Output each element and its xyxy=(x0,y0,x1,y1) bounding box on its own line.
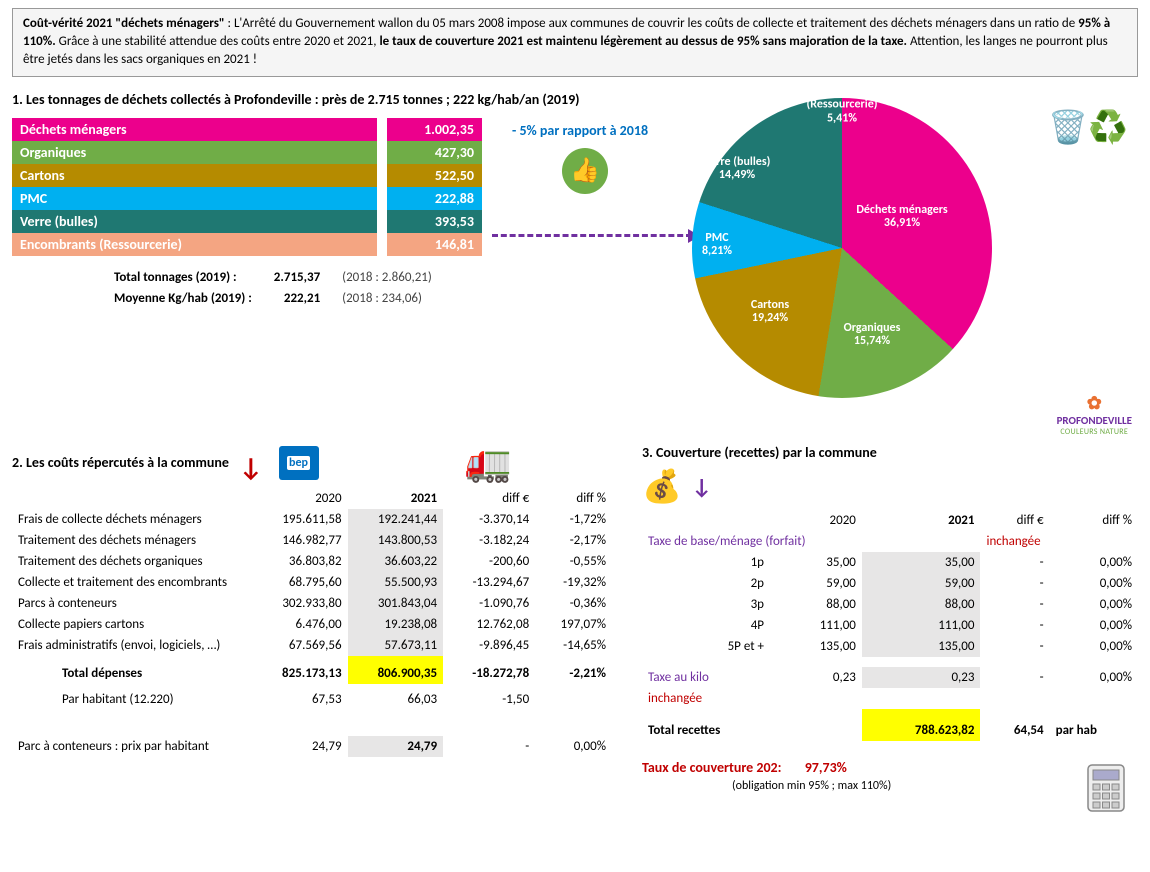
section-3: 3. Couverture (recettes) par la commune … xyxy=(642,444,1138,793)
lower-sections: 2. Les coûts répercutés à la commune ↓ b… xyxy=(12,444,1138,793)
bep-logo: bep xyxy=(279,446,319,480)
pie-label: Cartons19,24% xyxy=(715,299,825,327)
tonnage-label: PMC xyxy=(12,187,377,210)
pct-note: - 5% par rapport à 2018 xyxy=(512,122,648,139)
cost-table: 20202021diff €diff %Frais de collecte dé… xyxy=(12,488,612,757)
tonnage-value: 522,50 xyxy=(387,164,482,187)
taux-obligation: (obligation min 95% ; max 110%) xyxy=(732,779,891,793)
sec3-title: 3. Couverture (recettes) par la commune xyxy=(642,444,877,461)
tonnage-value: 1.002,35 xyxy=(387,118,482,141)
pie-chart: Encombrants (Ressourcerie)5,41%Déchets m… xyxy=(692,98,992,398)
dashed-arrow xyxy=(492,234,692,237)
sec2-title: 2. Les coûts répercutés à la commune xyxy=(12,454,229,471)
section-2: 2. Les coûts répercutés à la commune ↓ b… xyxy=(12,444,612,793)
calculator-icon xyxy=(1086,763,1126,824)
tonnage-label: Cartons xyxy=(12,164,377,187)
tonnage-table: Déchets ménagers 1.002,35 Organiques 427,… xyxy=(12,118,482,256)
revenue-table: 20202021diff €diff %Taxe de base/ménage … xyxy=(642,510,1138,741)
bins-icon: 🗑️♻️ xyxy=(1048,108,1128,147)
intro-b1: : L'Arrêté du Gouvernement wallon du 05 … xyxy=(225,16,1079,31)
sec3-header: 3. Couverture (recettes) par la commune xyxy=(642,444,1138,461)
profondeville-logo: PROFONDEVILLE COULEURS NATURE xyxy=(1057,392,1132,437)
tonnage-value: 427,30 xyxy=(387,141,482,164)
pie-label: Déchets ménagers36,91% xyxy=(847,204,957,232)
intro-bold2: le taux de couverture 2021 est maintenu … xyxy=(379,34,907,49)
truck-icon: 🚛 xyxy=(465,444,512,482)
tonnage-label: Encombrants (Ressourcerie) xyxy=(12,233,377,256)
taux-couverture: Taux de couverture 202: 97,73% (obligati… xyxy=(642,759,1138,793)
tonnage-label: Organiques xyxy=(12,141,377,164)
tonnage-label: Verre (bulles) xyxy=(12,210,377,233)
tonnage-value: 393,53 xyxy=(387,210,482,233)
pie-label: Verre (bulles)14,49% xyxy=(682,156,792,184)
totals-table: Total tonnages (2019) : 2.715,37 (2018 :… xyxy=(102,266,444,310)
tonnage-value: 222,88 xyxy=(387,187,482,210)
money-bag-icon: 💰 xyxy=(642,467,682,506)
tonnage-label: Déchets ménagers xyxy=(12,118,377,141)
pie-label: Organiques15,74% xyxy=(817,322,927,350)
intro-lead: Coût-vérité 2021 "déchets ménagers" xyxy=(23,16,225,31)
tonnage-value: 146,81 xyxy=(387,233,482,256)
sec2-header: 2. Les coûts répercutés à la commune ↓ b… xyxy=(12,444,612,482)
section-1: Déchets ménagers 1.002,35 Organiques 427,… xyxy=(12,118,1138,438)
intro-box: Coût-vérité 2021 "déchets ménagers" : L'… xyxy=(12,8,1138,77)
arrow-down-red-icon: ↓ xyxy=(239,451,263,483)
thumbs-up-icon: 👍 xyxy=(562,148,608,194)
arrow-down-purple-icon: ↓ xyxy=(692,473,712,500)
intro-b2: Grâce à une stabilité attendue des coûts… xyxy=(56,34,380,49)
